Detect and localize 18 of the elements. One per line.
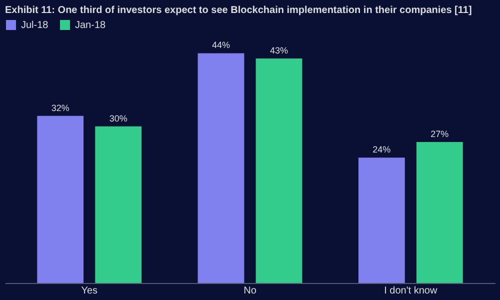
- data-label: 43%: [270, 45, 288, 56]
- data-label: 30%: [109, 113, 128, 124]
- data-label: 32%: [51, 102, 70, 113]
- x-tick-label: I don't know: [384, 286, 438, 296]
- data-label: 44%: [212, 40, 230, 50]
- chart-title: Exhibit 11: One third of investors expect to see Blockchain implementation in their companies [11]: [5, 5, 472, 16]
- data-label: 27%: [430, 129, 449, 139]
- bar: [256, 58, 302, 283]
- bar: [37, 116, 84, 283]
- legend-label: Jan-18: [75, 20, 106, 31]
- bar: [198, 53, 244, 283]
- legend-label: Jul-18: [21, 20, 49, 31]
- data-label: 24%: [372, 144, 391, 155]
- x-tick-label: No: [244, 286, 257, 296]
- x-tick-label: Yes: [81, 286, 98, 296]
- bar: [95, 126, 142, 283]
- bar: [358, 158, 405, 283]
- bar: [416, 142, 463, 283]
